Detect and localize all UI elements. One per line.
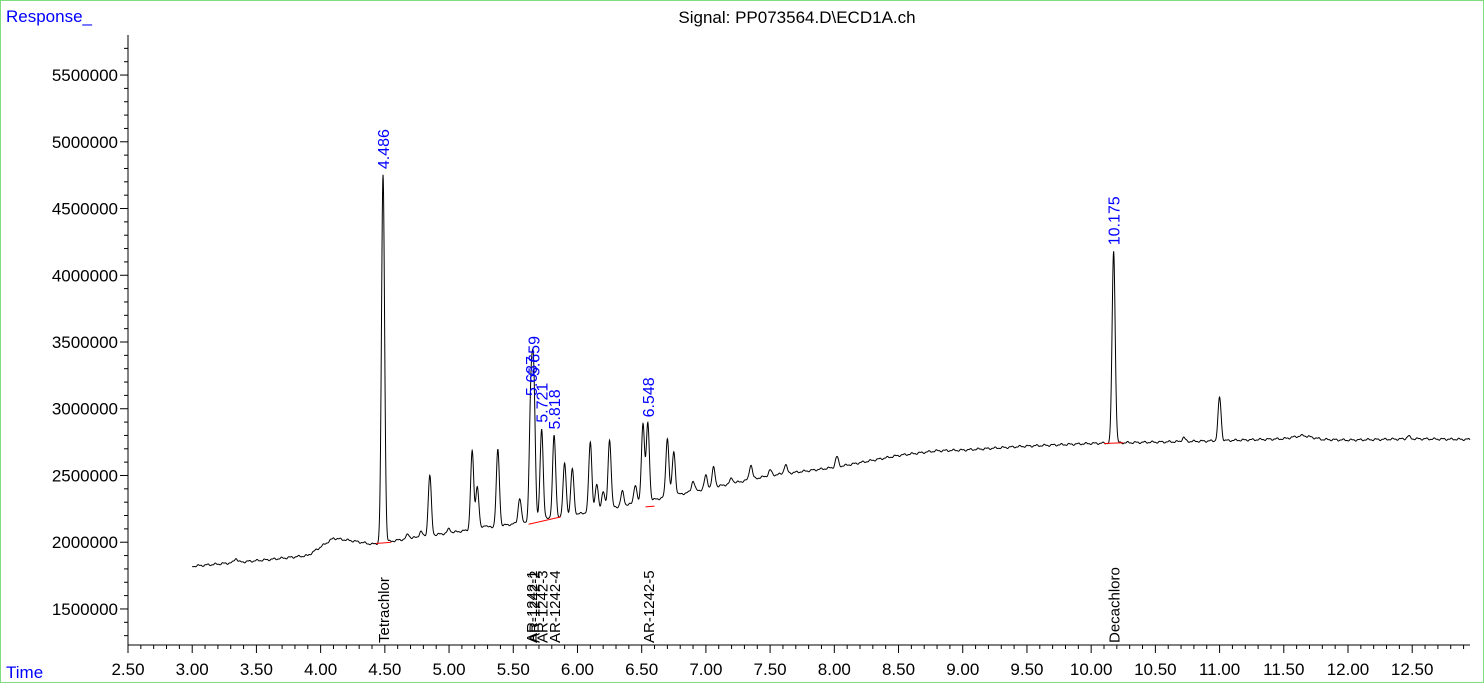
- y-tick-label: 5500000: [52, 66, 118, 85]
- integration-baseline: [528, 516, 561, 525]
- x-tick-label: 11.50: [1263, 660, 1304, 679]
- peak-label: 5.721: [535, 383, 552, 423]
- x-tick-label: 8.50: [882, 660, 915, 679]
- y-tick-label: 3000000: [52, 400, 118, 419]
- x-tick-label: 5.50: [497, 660, 530, 679]
- x-tick-label: 6.50: [625, 660, 658, 679]
- x-tick-label: 9.50: [1010, 660, 1043, 679]
- x-tick-label: 11.00: [1199, 660, 1240, 679]
- compound-label: AR-1242-3: [535, 570, 552, 643]
- x-tick-label: 10.50: [1134, 660, 1177, 679]
- x-tick-label: 4.00: [304, 660, 337, 679]
- peak-label: 5.637: [524, 356, 541, 396]
- chart-title: Signal: PP073564.D\ECD1A.ch: [678, 8, 915, 27]
- chromatogram-trace: [191, 174, 1471, 568]
- y-tick-label: 4000000: [52, 266, 118, 285]
- y-axis-title: Response_: [6, 7, 93, 26]
- compound-label: AR-1242-2: [527, 570, 544, 643]
- y-tick-label: 2500000: [52, 466, 118, 485]
- peak-label: 5.818: [547, 389, 564, 429]
- compound-label: AR-1242-1: [524, 570, 541, 643]
- x-tick-label: 9.00: [946, 660, 979, 679]
- x-tick-label: 3.00: [176, 660, 209, 679]
- x-tick-label: 2.50: [111, 660, 144, 679]
- x-tick-label: 8.00: [818, 660, 851, 679]
- compound-label: AR-1242-5: [641, 570, 658, 643]
- y-tick-label: 3500000: [52, 333, 118, 352]
- peak-label: 6.548: [641, 377, 658, 417]
- peak-label: 4.486: [376, 129, 393, 169]
- y-tick-label: 1500000: [52, 600, 118, 619]
- x-tick-label: 3.50: [240, 660, 273, 679]
- peak-label: 5.659: [527, 336, 544, 376]
- ticks-group: 1500000 2000000 2500000 3000000 3500000 40000…: [52, 47, 1465, 679]
- x-tick-label: 7.50: [754, 660, 787, 679]
- x-tick-label: 12.50: [1391, 660, 1434, 679]
- compound-label: AR-1242-4: [547, 570, 564, 643]
- x-tick-label: 4.50: [368, 660, 401, 679]
- x-axis-title: Time: [6, 663, 43, 682]
- x-tick-label: 7.00: [689, 660, 722, 679]
- y-tick-label: 4500000: [52, 200, 118, 219]
- integration-baseline: [645, 505, 655, 508]
- compound-label: Tetrachlor: [376, 577, 393, 643]
- y-tick-label: 5000000: [52, 133, 118, 152]
- integration-baseline: [375, 541, 392, 545]
- peak-label: 10.175: [1107, 196, 1124, 245]
- compound-label: Decachloro: [1107, 567, 1124, 643]
- axes-group: [127, 35, 1470, 646]
- trace-group: [191, 174, 1471, 568]
- x-tick-label: 5.00: [433, 660, 466, 679]
- integration-baseline: [1103, 442, 1124, 444]
- x-tick-label: 10.00: [1070, 660, 1113, 679]
- x-tick-label: 6.00: [561, 660, 594, 679]
- y-tick-label: 2000000: [52, 533, 118, 552]
- x-tick-label: 12.00: [1327, 660, 1370, 679]
